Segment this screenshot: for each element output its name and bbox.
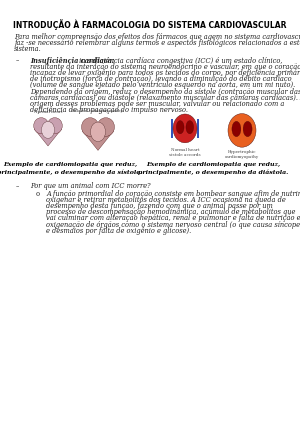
Text: oxigenação de órgãos como o sistema nervoso central (o que causa síncope: oxigenação de órgãos como o sistema nerv… xyxy=(46,220,300,229)
Text: incapaz de levar oxigênio para todos os tecidos do corpo, por deficiência primár: incapaz de levar oxigênio para todos os … xyxy=(30,69,300,77)
Text: o: o xyxy=(36,190,40,198)
Ellipse shape xyxy=(97,118,115,136)
Ellipse shape xyxy=(176,120,184,134)
Text: deficiência de propagação do impulso nervoso.: deficiência de propagação do impulso ner… xyxy=(30,106,188,114)
Text: e desmaios por falta de oxigênio e glicose).: e desmaios por falta de oxigênio e glico… xyxy=(46,227,191,235)
Text: –: – xyxy=(16,182,20,190)
Text: desempenho desta função, fazendo com que o animal passe por um: desempenho desta função, fazendo com que… xyxy=(46,202,273,210)
Text: de inotropismo (força de contração), levando a diminuição do débito cardíaco: de inotropismo (força de contração), lev… xyxy=(30,75,292,83)
Text: Insuficiência cardíaca:: Insuficiência cardíaca: xyxy=(30,56,115,64)
Ellipse shape xyxy=(47,117,62,134)
Ellipse shape xyxy=(91,122,106,142)
Polygon shape xyxy=(34,129,62,146)
Text: –: – xyxy=(16,56,20,64)
Text: Para melhor compreensão dos efeitos dos fármacos que agem no sistema cardiovascu: Para melhor compreensão dos efeitos dos … xyxy=(14,33,300,41)
Ellipse shape xyxy=(243,121,252,137)
Text: INTRODUÇÃO À FARMACOLOGIA DO SISTEMA CARDIOVASCULAR: INTRODUÇÃO À FARMACOLOGIA DO SISTEMA CAR… xyxy=(13,19,287,30)
Ellipse shape xyxy=(232,121,241,137)
Text: Normal heart
sistole accords: Normal heart sistole accords xyxy=(169,148,201,157)
Ellipse shape xyxy=(34,117,49,134)
Bar xyxy=(171,119,173,138)
Text: resultante da interação do sistema neuroendócrino e vascular, em que o coração é: resultante da interação do sistema neuro… xyxy=(30,63,300,71)
Text: Exemplo de cardiomiopatia que reduz,: Exemplo de cardiomiopatia que reduz, xyxy=(3,162,137,167)
Text: origem desses problemas pode ser muscular, valvular ou relacionado com a: origem desses problemas pode ser muscula… xyxy=(30,100,284,108)
Text: vai culminar com alteração hepática, renal e pulmonar e falta de nutrição e: vai culminar com alteração hepática, ren… xyxy=(46,215,300,223)
Polygon shape xyxy=(82,131,114,151)
Ellipse shape xyxy=(41,121,55,138)
Text: in suficiência cardíaca congestiva (ICC) é um estado clínico,: in suficiência cardíaca congestiva (ICC)… xyxy=(77,56,283,64)
Text: Dilated cardiomyopathy: Dilated cardiomyopathy xyxy=(73,109,124,113)
Ellipse shape xyxy=(228,114,256,147)
Text: faz -se necessário relembrar alguns termos e aspectos fisiológicos relacionados : faz -se necessário relembrar alguns term… xyxy=(14,39,300,47)
Text: Dependendo da origem, reduz o desempenho da sístole (contração muscular das: Dependendo da origem, reduz o desempenho… xyxy=(30,88,300,95)
Text: oxigenar e retirar metabolitos dos tecidos. A ICC ocasiona na queda de: oxigenar e retirar metabolitos dos tecid… xyxy=(46,196,286,204)
Bar xyxy=(196,119,200,138)
Text: processo de descompensação hemodinâmica, acúmulo de metabolitos que: processo de descompensação hemodinâmica,… xyxy=(46,208,296,216)
Text: sistema.: sistema. xyxy=(14,45,42,53)
Ellipse shape xyxy=(82,118,99,136)
Text: principalmente, o desempenho da sístole.: principalmente, o desempenho da sístole. xyxy=(0,170,143,175)
Text: Normal heart: Normal heart xyxy=(34,110,62,114)
Text: Exemplo de cardiomiopatia que reduz,: Exemplo de cardiomiopatia que reduz, xyxy=(146,162,280,167)
Text: Por que um animal com ICC morre?: Por que um animal com ICC morre? xyxy=(30,182,151,190)
Text: A função primordial do coração consiste em bombear sangue afim de nutrir,: A função primordial do coração consiste … xyxy=(46,190,300,198)
Text: câmaras cardíacas) ou diástole (relaxamento muscular das câmaras cardíacas). A: câmaras cardíacas) ou diástole (relaxame… xyxy=(30,94,300,102)
Text: Hypertrophic
cardiomyopathy: Hypertrophic cardiomyopathy xyxy=(225,151,259,159)
Ellipse shape xyxy=(173,114,197,143)
Text: (volume de sangue ejetado pelo ventrículo esquerdo na aorta, em um mi nuto).: (volume de sangue ejetado pelo ventrícul… xyxy=(30,81,295,89)
Text: principalmente, o desempenho da diástola.: principalmente, o desempenho da diástola… xyxy=(138,170,288,175)
Ellipse shape xyxy=(186,120,194,134)
